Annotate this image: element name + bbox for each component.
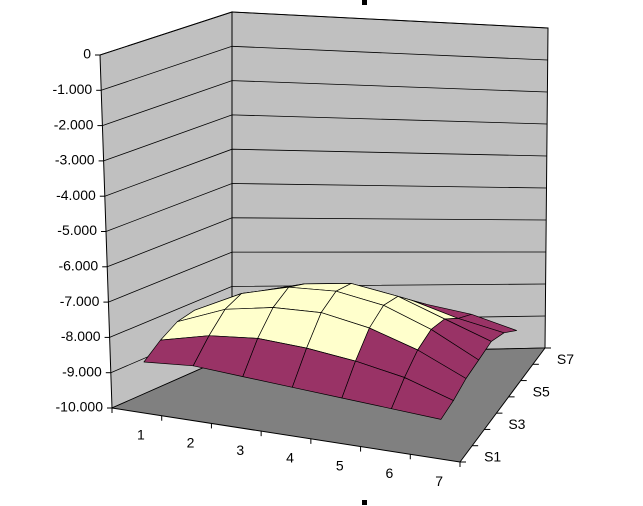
grid-line xyxy=(101,45,548,91)
y-tick-label: -3.000 xyxy=(55,152,95,168)
x-tick-label: 6 xyxy=(386,465,394,481)
grid-line xyxy=(108,251,546,303)
y-tick-label: -4.000 xyxy=(56,187,96,203)
y-tick-label: -7.000 xyxy=(60,293,100,309)
grid-line xyxy=(102,80,548,126)
y-tick-label: 0 xyxy=(83,46,91,62)
depth-tick-label: S1 xyxy=(484,449,501,465)
x-tick-label: 7 xyxy=(435,473,443,489)
x-axis xyxy=(111,407,461,463)
depth-tick-label: S7 xyxy=(557,351,574,367)
selection-handle xyxy=(362,0,367,5)
depth-tick-label: S5 xyxy=(533,383,550,399)
y-tick-label: -10.000 xyxy=(56,399,104,415)
y-tick-label: -1.000 xyxy=(52,81,92,97)
depth-tick-label: S3 xyxy=(508,416,525,432)
x-tick-label: 4 xyxy=(286,450,294,466)
depth-axis xyxy=(459,347,546,463)
grid-line xyxy=(105,183,547,232)
x-tick-label: 2 xyxy=(187,434,195,450)
y-tick-label: -2.000 xyxy=(54,116,94,132)
grid-line xyxy=(107,217,547,268)
y-tick-label: -5.000 xyxy=(57,222,97,238)
x-tick-label: 1 xyxy=(137,427,145,443)
selection-handle xyxy=(362,500,367,505)
x-tick-label: 3 xyxy=(236,442,244,458)
grid-line xyxy=(109,283,546,338)
surface-cell xyxy=(391,377,454,420)
grid-line xyxy=(104,148,547,197)
grid-line xyxy=(103,114,548,162)
grid-line xyxy=(99,11,549,56)
y-tick-label: -8.000 xyxy=(61,328,101,344)
x-tick-label: 5 xyxy=(336,457,344,473)
y-tick-label: -9.000 xyxy=(62,363,102,379)
y-tick-label: -6.000 xyxy=(58,258,98,274)
